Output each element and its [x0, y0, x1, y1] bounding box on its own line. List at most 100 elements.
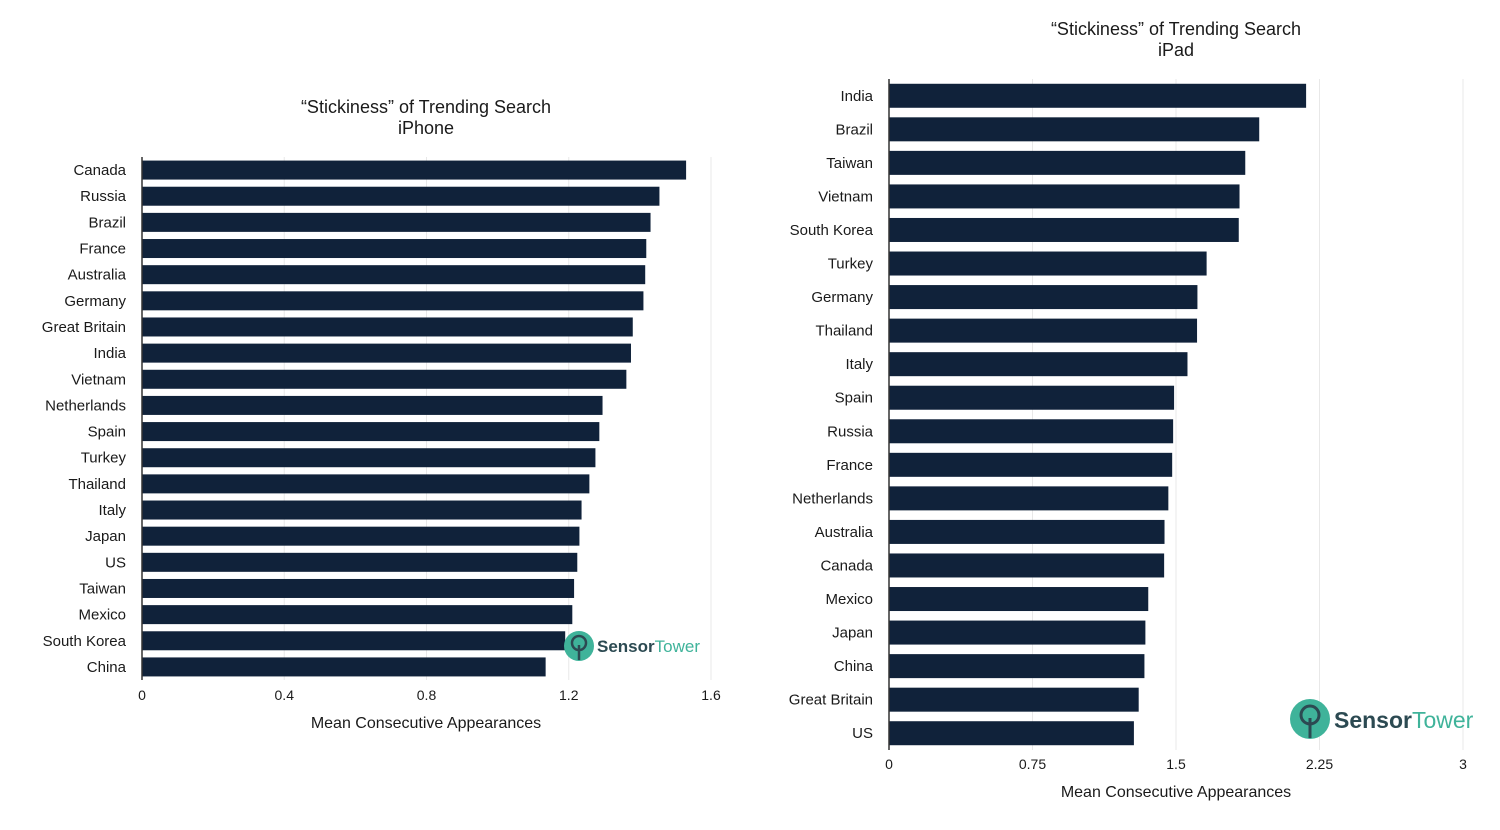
iphone-bar	[142, 500, 582, 520]
ipad-bar	[889, 150, 1246, 175]
iphone-bar	[142, 631, 566, 651]
sensor-tower-logo-small: SensorTower	[564, 631, 700, 661]
iphone-category-label: Mexico	[78, 607, 126, 624]
ipad-category-label: India	[840, 88, 873, 105]
ipad-bar	[889, 654, 1145, 679]
ipad-chart-title-line2: iPad	[1158, 40, 1194, 60]
sensor-tower-logo-large: SensorTower	[1290, 699, 1474, 739]
iphone-bar	[142, 160, 687, 180]
iphone-x-tick-label: 0.8	[417, 687, 437, 703]
sensor-tower-logo-word2: Tower	[655, 637, 701, 656]
ipad-x-tick-label: 3	[1459, 756, 1467, 772]
iphone-chart-title-line2: iPhone	[398, 118, 454, 138]
ipad-bar	[889, 184, 1240, 209]
iphone-category-label: Taiwan	[79, 580, 126, 597]
iphone-x-axis-title: Mean Consecutive Appearances	[311, 715, 541, 732]
ipad-chart-title-line1: “Stickiness” of Trending Search	[1051, 19, 1301, 39]
ipad-category-label: Spain	[835, 390, 873, 407]
ipad-x-tick-label: 0	[885, 756, 893, 772]
ipad-category-label: Netherlands	[792, 490, 873, 507]
ipad-bar	[889, 587, 1149, 612]
ipad-bars	[889, 83, 1307, 746]
iphone-category-label: South Korea	[43, 633, 127, 650]
iphone-category-label: Japan	[85, 528, 126, 545]
iphone-category-label: Germany	[64, 293, 126, 310]
iphone-chart-title-line1: “Stickiness” of Trending Search	[301, 97, 551, 117]
ipad-bar	[889, 452, 1173, 477]
ipad-bar	[889, 419, 1174, 444]
iphone-category-label: China	[87, 659, 127, 676]
ipad-category-label: Germany	[811, 289, 873, 306]
iphone-chart: “Stickiness” of Trending Search iPhone C…	[42, 97, 721, 732]
ipad-bar	[889, 687, 1139, 712]
svg-text:SensorTower: SensorTower	[1334, 707, 1474, 733]
iphone-category-label: US	[105, 554, 126, 571]
ipad-category-label: US	[852, 725, 873, 742]
ipad-bar	[889, 285, 1198, 310]
ipad-gridlines	[1032, 79, 1464, 750]
ipad-x-tick-label: 2.25	[1306, 756, 1333, 772]
sensor-tower-logo-word1: Sensor	[1334, 707, 1412, 733]
ipad-category-label: Turkey	[828, 256, 874, 273]
ipad-category-label: Canada	[820, 557, 873, 574]
ipad-bar	[889, 620, 1146, 645]
ipad-bar	[889, 251, 1207, 276]
iphone-category-label: Brazil	[88, 214, 126, 231]
iphone-bars	[142, 160, 687, 677]
ipad-category-label: Mexico	[825, 591, 873, 608]
ipad-category-label: Great Britain	[789, 692, 873, 709]
ipad-bar	[889, 117, 1260, 142]
iphone-bar	[142, 343, 631, 363]
ipad-bar	[889, 83, 1307, 108]
ipad-category-label: Vietnam	[818, 188, 873, 205]
ipad-chart: “Stickiness” of Trending Search iPad Ind…	[789, 19, 1474, 801]
ipad-x-tick-labels: 0 0.75 1.5 2.25 3	[885, 756, 1467, 772]
iphone-bar	[142, 526, 580, 546]
ipad-category-label: Italy	[845, 356, 873, 373]
svg-text:SensorTower: SensorTower	[597, 637, 700, 656]
iphone-bar	[142, 578, 575, 598]
iphone-category-label: Great Britain	[42, 319, 126, 336]
ipad-bar	[889, 352, 1188, 377]
iphone-category-label: Russia	[80, 188, 127, 205]
ipad-x-tick-label: 0.75	[1019, 756, 1046, 772]
ipad-category-label: China	[834, 658, 874, 675]
iphone-bar	[142, 186, 660, 206]
iphone-category-label: Thailand	[68, 476, 126, 493]
iphone-category-label: India	[93, 345, 126, 362]
iphone-gridlines	[283, 157, 712, 680]
iphone-category-label: Turkey	[81, 450, 127, 467]
ipad-category-label: France	[826, 457, 873, 474]
ipad-category-label: Japan	[832, 625, 873, 642]
ipad-bar	[889, 486, 1169, 511]
iphone-category-label: Australia	[68, 267, 127, 284]
sensor-tower-logo-word2: Tower	[1412, 707, 1474, 733]
ipad-category-labels: India Brazil Taiwan Vietnam South Korea Turke…	[789, 88, 874, 742]
ipad-category-label: Australia	[815, 524, 874, 541]
ipad-category-label: Thailand	[815, 323, 873, 340]
iphone-x-tick-label: 1.2	[559, 687, 579, 703]
iphone-category-label: France	[79, 241, 126, 258]
iphone-bar	[142, 448, 596, 468]
iphone-category-label: Canada	[73, 162, 126, 179]
iphone-bar	[142, 422, 600, 442]
ipad-bar	[889, 553, 1165, 578]
ipad-x-axis-title: Mean Consecutive Appearances	[1061, 784, 1291, 801]
ipad-bar	[889, 217, 1239, 242]
iphone-x-tick-label: 1.6	[701, 687, 721, 703]
iphone-bar	[142, 657, 546, 677]
ipad-category-label: South Korea	[790, 222, 874, 239]
ipad-category-label: Brazil	[835, 121, 873, 138]
iphone-bar	[142, 317, 633, 337]
ipad-bar	[889, 519, 1165, 544]
ipad-category-label: Russia	[827, 423, 874, 440]
iphone-x-tick-label: 0.4	[275, 687, 295, 703]
iphone-category-label: Netherlands	[45, 397, 126, 414]
iphone-bar	[142, 212, 651, 232]
iphone-bar	[142, 395, 603, 415]
iphone-x-tick-labels: 0 0.4 0.8 1.2 1.6	[138, 687, 721, 703]
iphone-bar	[142, 552, 578, 572]
ipad-bar	[889, 721, 1134, 746]
iphone-bar	[142, 265, 646, 285]
